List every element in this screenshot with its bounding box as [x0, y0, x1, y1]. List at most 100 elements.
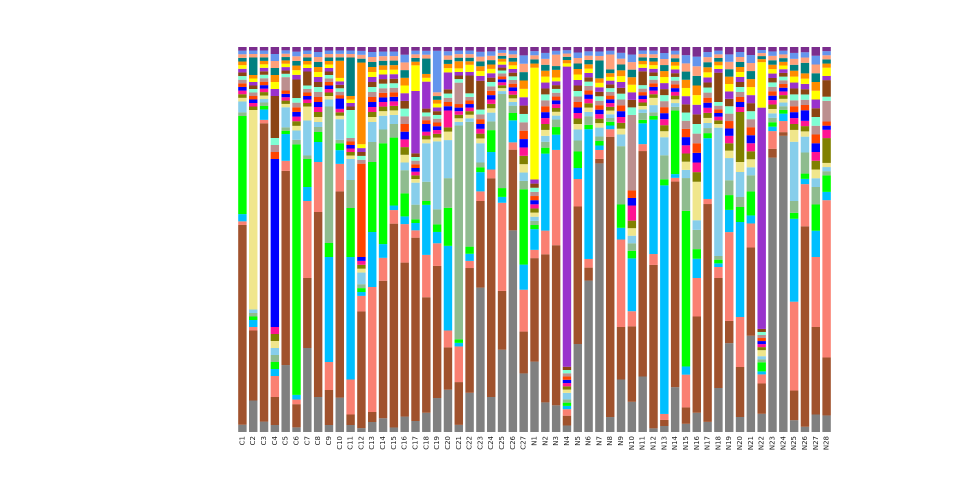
bar-segment-N7-s16 [595, 82, 604, 88]
bar-segment-N25-s12 [789, 100, 799, 107]
bar-segment-N7-s1 [595, 158, 604, 164]
bar-segment-C25-s14 [497, 67, 507, 71]
bar-segment-N5-s21 [573, 47, 582, 53]
bar-segment-N23-s4 [768, 122, 777, 127]
bar-segment-C9-s11 [324, 82, 334, 86]
bar-segment-C10-s16 [335, 77, 344, 82]
bar-segment-N12-s17 [649, 61, 658, 66]
bar-segment-N5-s20 [573, 52, 582, 58]
bar-segment-N14-s14 [670, 73, 680, 77]
bar-segment-N21-s17 [746, 79, 756, 88]
bar-segment-C25-s6 [497, 91, 507, 95]
bar-segment-N2-s1 [541, 254, 550, 403]
bar-segment-C22-s15 [465, 71, 474, 76]
bar-segment-N21-s2 [746, 223, 756, 248]
bar-segment-N24-s21 [779, 47, 788, 51]
bar-segment-N5-s5 [573, 140, 582, 152]
bar-segment-C19-s14 [432, 111, 442, 115]
bar-segment-C12-s10 [357, 257, 366, 261]
bar-segment-C20-s8 [443, 127, 453, 132]
bar-segment-N11-s21 [638, 47, 647, 51]
bar-segment-N3-s11 [551, 96, 561, 101]
bar-segment-C2-s15 [249, 82, 258, 86]
bar-segment-C11-s11 [346, 141, 355, 145]
bar-segment-C5-s10 [281, 93, 290, 98]
bar-segment-C5-s20 [281, 50, 290, 54]
bar-segment-N13-s18 [660, 65, 669, 72]
bar-segment-N2-s19 [541, 58, 550, 65]
bar-segment-N1-s14 [530, 183, 539, 188]
bar-segment-C24-s4 [487, 130, 496, 152]
bar-segment-N17-s1 [703, 204, 712, 422]
bar-segment-C10-s3 [335, 150, 344, 164]
x-tick-label-C8: C8 [314, 436, 322, 445]
bar-segment-C25-s11 [497, 76, 507, 80]
bar-segment-C9-s2 [324, 362, 334, 390]
bar-segment-C9-s9 [324, 89, 334, 93]
bar-segment-C19-s10 [432, 126, 442, 131]
bar-segment-N11-s12 [638, 88, 647, 93]
bar-segment-N24-s15 [779, 69, 788, 73]
bar-segment-C22-s9 [465, 107, 474, 112]
bar-segment-N25-s2 [789, 301, 799, 391]
bar-segment-N26-s20 [800, 52, 810, 58]
bar-segment-C13-s10 [368, 102, 377, 107]
bar-segment-N13-s14 [660, 89, 669, 96]
bar-segment-C9-s19 [324, 54, 334, 58]
bar-segment-C17-s7 [411, 179, 420, 183]
bar-segment-N8-s20 [606, 50, 615, 55]
bar-segment-C18-s7 [422, 139, 431, 144]
bar-segment-N18-s18 [714, 58, 723, 62]
bar-segment-C6-s5 [292, 139, 301, 145]
bar-segment-C7-s12 [303, 89, 312, 93]
bar-segment-C6-s7 [292, 125, 301, 131]
bar-segment-C21-s10 [454, 107, 463, 112]
bar-segment-N10-s2 [627, 311, 637, 327]
bar-segment-C1-s20 [238, 50, 247, 55]
bar-segment-C2-s7 [249, 110, 258, 310]
bar-segment-N1-s6 [530, 216, 539, 221]
bar-segment-C26-s21 [508, 47, 518, 51]
bar-segment-C7-s21 [303, 47, 312, 51]
bar-segment-C14-s20 [378, 51, 388, 57]
bar-segment-C27-s16 [519, 88, 528, 98]
bar-segment-N8-s1 [606, 136, 615, 418]
bar-segment-C11-s2 [346, 379, 355, 415]
bar-segment-N6-s2 [584, 258, 593, 268]
bar-segment-C10-s1 [335, 191, 344, 398]
bar-segment-C24-s2 [487, 169, 496, 179]
bar-segment-C23-s10 [476, 124, 485, 129]
bar-segment-N14-s9 [670, 91, 680, 96]
bar-segment-N2-s18 [541, 64, 550, 71]
bar-segment-C5-s15 [281, 67, 290, 71]
bar-segment-C4-s20 [270, 54, 280, 61]
bar-segment-N13-s20 [660, 53, 669, 60]
bar-segment-C2-s0 [249, 400, 258, 432]
bar-segment-C5-s7 [281, 103, 290, 108]
bar-segment-N5-s14 [573, 85, 582, 91]
bar-segment-N26-s13 [800, 94, 810, 100]
bar-segment-N15-s0 [681, 423, 691, 432]
bar-segment-N7-s9 [595, 114, 604, 119]
bar-segment-N15-s3 [681, 366, 691, 375]
bar-segment-N23-s15 [768, 73, 777, 78]
bar-segment-C12-s18 [357, 58, 366, 63]
bar-segment-C8-s19 [313, 57, 323, 62]
bar-segment-C20-s6 [443, 140, 453, 179]
bar-segment-N27-s3 [811, 230, 820, 257]
bar-segment-N8-s5 [606, 118, 615, 122]
bar-segment-N19-s5 [725, 180, 734, 196]
bar-segment-C15-s18 [389, 60, 399, 66]
bar-segment-N17-s2 [703, 198, 712, 205]
bar-segment-N18-s16 [714, 65, 723, 69]
bar-segment-C21-s13 [454, 79, 463, 83]
bar-segment-N12-s8 [649, 94, 658, 98]
bar-segment-N20-s10 [735, 102, 745, 107]
bar-segment-C21-s12 [454, 82, 463, 105]
bar-segment-N2-s2 [541, 230, 550, 255]
bar-segment-N20-s5 [735, 197, 745, 207]
bar-segment-N16-s21 [692, 47, 701, 57]
bar-segment-C17-s16 [411, 65, 420, 91]
bar-segment-C13-s6 [368, 122, 377, 142]
bar-segment-N18-s10 [714, 113, 723, 117]
